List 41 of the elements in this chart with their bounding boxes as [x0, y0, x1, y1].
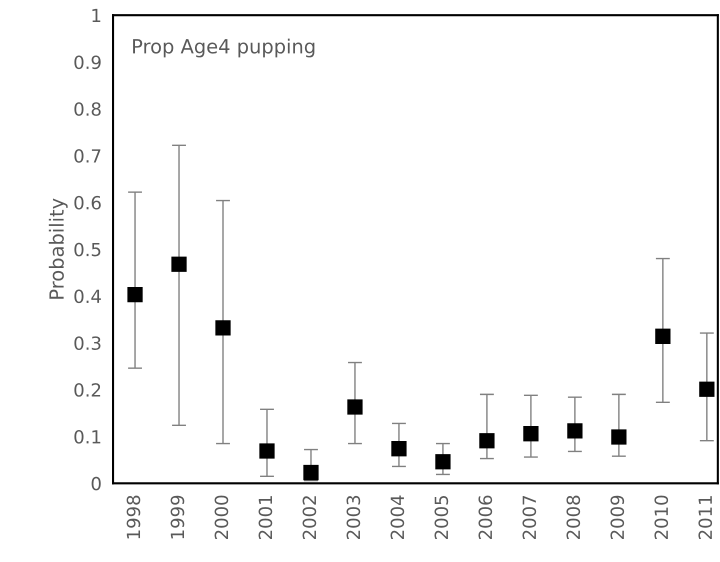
y-tick-label: 0.5 — [74, 242, 100, 256]
y-tick-label: 0.9 — [74, 55, 101, 70]
x-tick-label: 2001 — [258, 496, 272, 540]
point — [347, 399, 363, 415]
x-tick-label: 2000 — [214, 496, 228, 540]
point — [259, 443, 275, 459]
point — [479, 433, 495, 448]
x-tick-label: 2003 — [346, 496, 360, 540]
point — [699, 382, 714, 397]
point — [215, 320, 231, 336]
x-tick-label: 2005 — [434, 496, 448, 540]
y-tick-label: 0.8 — [74, 102, 101, 116]
text: Prop Age4 pupping — [133, 38, 314, 58]
x-tick-label: 1998 — [126, 496, 140, 538]
point — [523, 426, 539, 442]
y-tick-label: 0.3 — [74, 336, 100, 350]
point — [127, 287, 143, 302]
point — [391, 441, 407, 456]
x-tick-label: 2004 — [390, 495, 404, 540]
y-tick-label: 1 — [92, 8, 100, 22]
y-axis-title: Probability — [48, 198, 68, 299]
x-tick-label: 2006 — [478, 496, 492, 540]
y-tick-label: 0 — [92, 476, 101, 490]
y-tick-label: 0.4 — [74, 290, 101, 304]
x-tick-label: 1999 — [170, 496, 184, 538]
point — [303, 464, 319, 480]
y-tick-label: 0.7 — [74, 149, 100, 163]
point — [655, 328, 670, 344]
point — [171, 256, 187, 272]
x-tick-label: 2009 — [610, 496, 624, 540]
point — [435, 454, 451, 470]
point — [567, 423, 583, 439]
point — [611, 429, 627, 445]
x-tick-label: 2007 — [522, 496, 536, 540]
y-tick-label: 0.6 — [74, 196, 101, 210]
x-tick-label: 2008 — [566, 496, 580, 540]
x-tick-label: 2010 — [654, 496, 668, 540]
x-tick-label: 2002 — [302, 496, 316, 540]
x-tick-label: 2011 — [698, 496, 712, 540]
y-tick-label: 0.1 — [74, 430, 100, 444]
y-tick-label: 0.2 — [74, 383, 100, 397]
